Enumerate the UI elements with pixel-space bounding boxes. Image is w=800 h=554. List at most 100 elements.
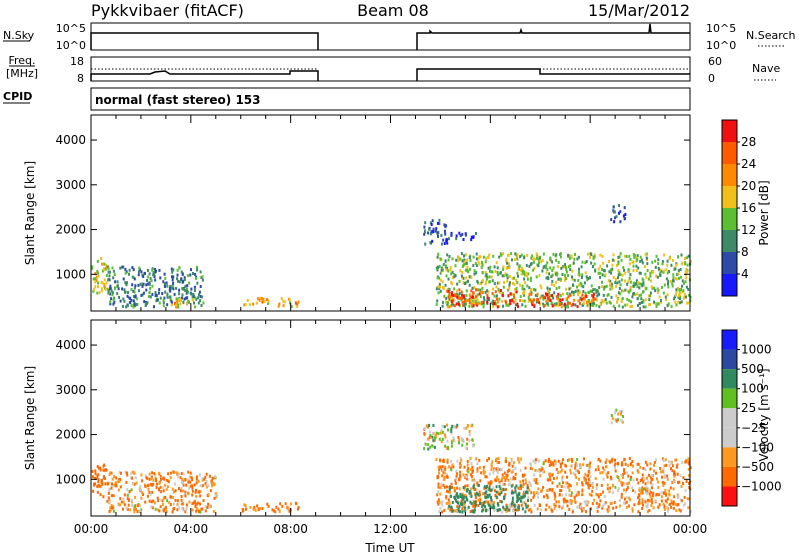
echo-cell xyxy=(529,279,532,283)
echo-cell xyxy=(434,433,437,437)
echo-cell xyxy=(605,458,608,462)
echo-cell xyxy=(571,269,574,273)
echo-cell xyxy=(464,509,467,513)
echo-cell xyxy=(562,504,565,508)
echo-cell xyxy=(209,489,212,493)
echo-cell xyxy=(273,509,276,513)
echo-cell xyxy=(160,490,163,494)
echo-cell xyxy=(488,472,491,476)
echo-cell xyxy=(618,204,620,207)
echo-cell xyxy=(510,252,513,256)
echo-cell xyxy=(177,475,179,479)
echo-cell xyxy=(451,293,454,297)
echo-cell xyxy=(149,295,152,299)
echo-cell xyxy=(171,286,174,290)
echo-cell xyxy=(258,298,261,302)
echo-cell xyxy=(193,289,196,292)
echo-cell xyxy=(631,486,634,490)
echo-cell xyxy=(618,280,621,284)
echo-cell xyxy=(499,289,502,292)
echo-cell xyxy=(112,509,115,513)
echo-cell xyxy=(496,461,499,464)
echo-cell xyxy=(527,499,529,503)
echo-cell xyxy=(642,466,645,470)
echo-cell xyxy=(187,480,190,484)
echo-cell xyxy=(462,496,465,500)
echo-cell xyxy=(537,264,540,268)
echo-cell xyxy=(520,495,523,499)
echo-cell xyxy=(159,296,162,300)
echo-cell xyxy=(162,489,165,493)
echo-cell xyxy=(522,493,525,497)
echo-cell xyxy=(100,478,103,482)
echo-cell xyxy=(540,294,543,298)
echo-cell xyxy=(478,458,481,462)
echo-cell xyxy=(511,277,514,280)
echo-cell xyxy=(159,474,162,478)
echo-cell xyxy=(481,263,484,267)
echo-cell xyxy=(589,289,592,293)
echo-cell xyxy=(188,486,191,490)
echo-cell xyxy=(533,491,535,495)
echo-cell xyxy=(116,292,119,296)
echo-cell xyxy=(542,302,545,306)
echo-cell xyxy=(490,275,493,279)
echo-cell xyxy=(570,491,573,495)
echo-cell xyxy=(214,492,217,496)
echo-cell xyxy=(450,272,453,276)
echo-cell xyxy=(683,281,685,285)
echo-cell xyxy=(147,487,150,491)
echo-cell xyxy=(579,463,582,467)
echo-cell xyxy=(461,293,464,297)
echo-cell xyxy=(141,479,144,483)
echo-cell xyxy=(649,495,652,499)
echo-cell xyxy=(130,488,133,492)
echo-cell xyxy=(632,264,635,268)
echo-cell xyxy=(642,281,645,285)
echo-cell xyxy=(456,472,459,476)
echo-cell xyxy=(660,470,663,474)
echo-cell xyxy=(153,275,156,278)
echo-cell xyxy=(493,508,496,512)
echo-cell xyxy=(465,280,468,284)
echo-cell xyxy=(530,498,533,502)
echo-cell xyxy=(114,287,117,291)
echo-cell xyxy=(162,476,165,480)
echo-cell xyxy=(601,268,603,271)
echo-cell xyxy=(668,489,671,493)
echo-cell xyxy=(464,484,467,488)
echo-cell xyxy=(212,509,215,513)
echo-cell xyxy=(141,293,144,297)
echo-cell xyxy=(622,476,624,480)
echo-cell xyxy=(430,223,433,226)
echo-cell xyxy=(608,270,611,274)
echo-cell xyxy=(591,489,594,493)
echo-cell xyxy=(608,300,611,304)
echo-cell xyxy=(429,430,432,434)
echo-cell xyxy=(195,494,198,498)
echo-cell xyxy=(461,510,464,514)
echo-cell xyxy=(670,263,673,267)
echo-cell xyxy=(510,502,513,506)
echo-cell xyxy=(557,471,560,474)
echo-cell xyxy=(135,303,138,306)
echo-cell xyxy=(590,261,593,265)
echo-cell xyxy=(423,447,426,451)
echo-cell xyxy=(622,501,625,505)
echo-cell xyxy=(178,297,181,301)
nsearch-label: N.Search xyxy=(746,29,796,42)
echo-cell xyxy=(109,284,112,288)
echo-cell xyxy=(567,295,570,299)
echo-cell xyxy=(472,264,475,268)
echo-cell xyxy=(517,305,519,309)
echo-cell xyxy=(141,491,144,495)
echo-cell xyxy=(491,460,494,464)
echo-cell xyxy=(452,465,455,469)
echo-cell xyxy=(161,499,164,503)
echo-cell xyxy=(533,478,536,482)
echo-cell xyxy=(256,504,259,508)
echo-cell xyxy=(446,300,449,304)
echo-cell xyxy=(199,510,202,514)
echo-cell xyxy=(510,491,513,495)
